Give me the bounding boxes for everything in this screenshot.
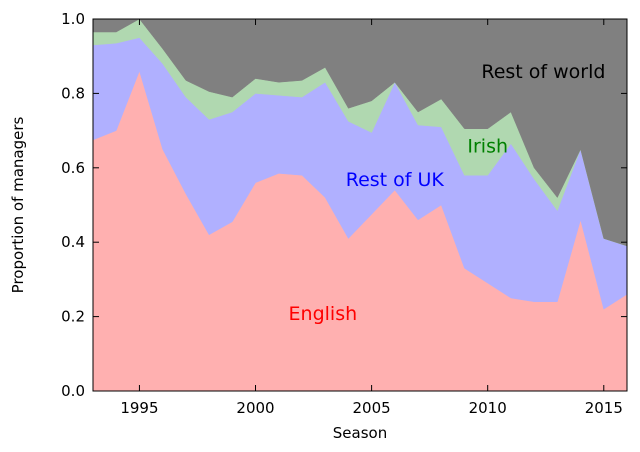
x-tick-label: 2000 — [236, 399, 274, 417]
area-label-rest-of-world: Rest of world — [481, 61, 605, 83]
y-axis-label: Proportion of managers — [9, 117, 27, 294]
y-tick-label: 0.2 — [61, 308, 85, 326]
area-label-english: English — [289, 303, 358, 325]
x-tick-label: 2010 — [469, 399, 507, 417]
y-tick-label: 0.0 — [61, 382, 85, 400]
y-tick-label: 0.6 — [61, 159, 85, 177]
tick-layer: 1995 2000 2005 2010 2015 0.0 0.2 0.4 0.6 0.8 1.0 — [61, 10, 627, 417]
y-tick-label: 0.4 — [61, 233, 85, 251]
area-label-rest-of-uk: Rest of UK — [346, 169, 445, 191]
area-layer — [92, 18, 628, 392]
y-tick-label: 0.8 — [61, 84, 85, 102]
area-label-irish: Irish — [467, 135, 508, 157]
x-tick-label: 1995 — [120, 399, 158, 417]
area-label-layer: English Rest of UK Irish Rest of world — [289, 61, 606, 325]
plot-frame — [92, 18, 628, 392]
y-tick-label: 1.0 — [61, 10, 85, 28]
x-tick-label: 2015 — [585, 399, 623, 417]
x-tick-label: 2005 — [353, 399, 391, 417]
x-axis-label: Season — [333, 424, 387, 442]
